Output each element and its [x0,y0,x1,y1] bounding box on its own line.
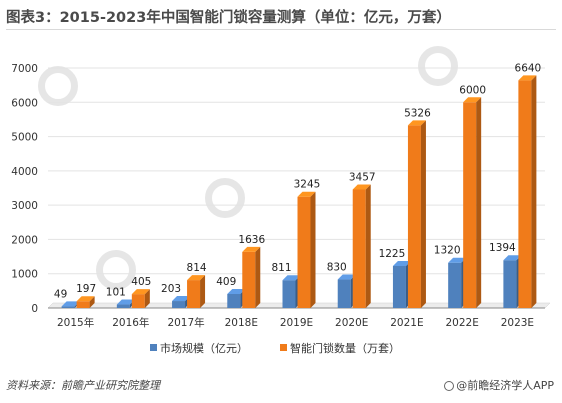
data-label: 49 [54,288,67,300]
x-tick-label: 2019E [280,317,313,329]
bar-side [144,289,150,308]
data-label: 3245 [294,179,321,191]
legend-swatch [280,344,287,351]
watermark-icon [205,178,245,218]
data-label: 6000 [459,84,486,96]
bar-side [420,120,426,308]
bar-side [89,296,95,308]
chart-title: 图表3：2015-2023年中国智能门锁容量测算（单位：亿元，万套） [6,10,451,26]
bar-market-size [392,266,406,308]
data-label: 1320 [434,245,461,257]
bar-lock-count [297,196,311,308]
data-label: 811 [271,262,291,274]
y-tick-label: 1000 [11,269,38,281]
data-label: 197 [76,283,96,295]
bar-lock-count [463,102,477,309]
y-tick-label: 4000 [11,166,38,178]
y-tick-label: 6000 [11,97,38,109]
x-tick-label: 2017年 [167,316,204,329]
bar-lock-count [242,251,256,308]
x-tick-label: 2023E [501,317,534,329]
bar-top [407,120,426,126]
brand-text: @前瞻经济学人APP [456,379,554,392]
bar-lock-count [131,294,145,308]
bar-side [310,191,316,308]
bar-top [76,296,95,302]
bar-top [518,75,537,81]
watermark-icon [418,46,458,86]
legend-swatch [150,344,157,351]
bar-top [282,275,301,281]
bar-lock-count [407,125,421,308]
bar-market-size [61,306,75,308]
bar-top [61,301,80,307]
bar-top [297,191,316,197]
brand-logo-icon [444,381,455,391]
bar-side [200,275,206,308]
bar-top [131,289,150,295]
bar-market-size [337,279,351,308]
bar-lock-count [352,189,366,308]
bar-top [392,261,411,266]
bar-side [476,97,482,309]
bar-market-size [227,293,241,308]
source-note: 资料来源：前瞻产业研究院整理 [6,379,160,392]
data-label: 405 [131,276,151,288]
x-tick-label: 2015年 [57,316,94,329]
y-tick-label: 0 [31,303,38,315]
bar-side [365,184,371,308]
bar-side [531,75,537,308]
data-label: 3457 [349,171,376,183]
bar-market-size [172,301,186,308]
bar-market-size [503,260,517,308]
data-label: 830 [327,262,347,274]
bar-top [242,246,261,252]
bar-top [337,274,356,280]
bar-market-size [448,262,462,308]
data-label: 1225 [379,248,406,260]
bar-top [116,299,135,305]
bar-market-size [282,280,296,308]
data-label: 101 [106,287,126,299]
watermark-icon [96,250,136,290]
bar-top [463,97,482,103]
legend-label: 市场规模（亿元） [160,341,248,355]
data-label: 409 [216,276,236,288]
x-tick-label: 2020E [335,317,368,329]
y-tick-label: 5000 [11,132,38,144]
x-tick-label: 2021E [390,317,423,329]
brand-label: @前瞻经济学人APP [444,377,554,393]
y-tick-label: 3000 [11,200,38,212]
data-label: 6640 [515,62,542,74]
bar-top [448,257,467,263]
bar-lock-count [518,80,532,308]
x-tick-label: 2016年 [112,316,149,329]
x-tick-label: 2022E [445,317,478,329]
bar-lock-count [76,301,90,308]
title-divider [6,29,556,30]
bar-top [352,184,371,190]
bar-top [172,296,191,302]
x-tick-label: 2018E [225,317,258,329]
legend-label: 智能门锁数量（万套） [290,341,400,355]
data-label: 1394 [489,242,516,254]
bar-lock-count [187,280,201,308]
bar-side [255,246,261,308]
y-tick-label: 2000 [11,234,38,246]
bar-top [187,275,206,281]
bar-top [503,255,522,261]
data-label: 5326 [404,107,431,119]
y-tick-label: 7000 [11,63,38,75]
data-label: 1636 [238,234,265,246]
data-label: 814 [187,262,207,274]
bar-top [227,288,246,294]
bar-market-size [116,304,130,308]
data-label: 203 [161,283,181,295]
